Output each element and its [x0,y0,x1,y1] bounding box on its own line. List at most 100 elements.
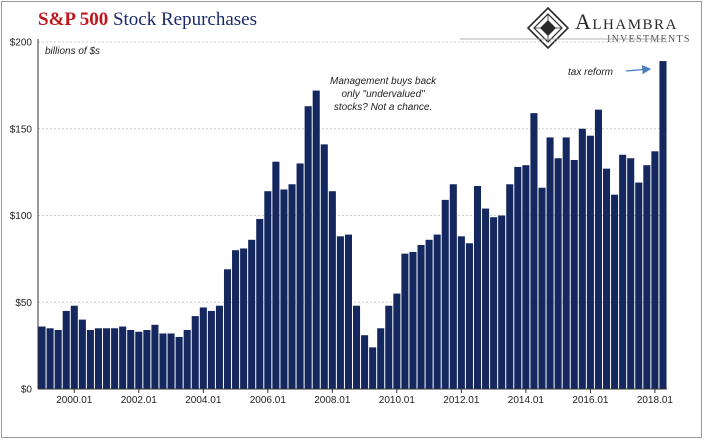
x-tick-label: 2000.01 [56,395,93,406]
bar [401,253,409,389]
bar [344,234,352,389]
x-tick-label: 2004.01 [185,395,222,406]
tax-reform-arrow-icon [625,65,652,75]
bar [449,184,457,389]
bar [369,347,377,389]
bar [280,189,288,389]
bar [207,310,215,389]
y-tick-label: $100 [10,211,33,222]
bar [119,326,127,389]
annotation-tax-reform-text: tax reform [568,67,614,78]
bar [530,113,538,389]
bar [46,328,54,389]
bar [506,184,514,389]
y-axis-unit-label: billions of $s [45,46,101,57]
bar [272,161,280,389]
bar [594,109,602,389]
bar [627,158,635,389]
bar [103,328,111,389]
bar [651,151,659,389]
bar [377,328,385,389]
bar [232,250,240,389]
bar [578,128,586,389]
bar [643,165,651,389]
bar [127,330,135,389]
y-tick-label: $200 [10,38,33,49]
bar [38,326,46,389]
bar [353,305,361,389]
bar [320,144,328,389]
bar [433,234,441,389]
bar [336,236,344,389]
bar [240,248,248,389]
annotation-buyback: Management buys back only "undervalued" … [330,75,436,114]
bar [514,166,522,389]
bar [70,305,78,389]
bar [78,319,86,389]
bar [264,191,272,389]
bar [417,244,425,389]
bar [425,239,433,389]
bar [490,217,498,389]
logo-subtitle: INVESTMENTS [607,34,691,45]
bar [54,330,62,389]
bar [183,330,191,389]
bar [143,330,151,389]
bar [288,184,296,389]
bar [473,186,482,389]
bar [167,333,175,389]
bar [361,335,369,389]
bar [393,293,401,389]
bar [151,324,159,389]
x-tick-label: 2018.01 [637,395,674,406]
bar [482,208,490,389]
bar [62,310,70,389]
x-tick-label: 2008.01 [314,395,351,406]
bar [94,328,103,389]
logo-name: Alhambra [575,9,678,34]
y-tick-label: $0 [21,385,33,396]
bar [409,251,417,389]
bar [111,328,119,389]
bar [659,61,667,390]
bar [304,106,312,389]
bar [296,163,304,389]
title-part1: S&P 500 [38,9,109,30]
bar [457,236,465,389]
bar [522,165,530,389]
annotation-buyback-line2: only "undervalued" [341,89,425,100]
bar [175,336,183,389]
bar [312,90,320,389]
bar [546,137,554,389]
x-tick-label: 2006.01 [250,395,287,406]
bar [441,199,449,389]
bar [215,305,223,389]
bar [635,182,643,389]
bar [602,168,611,389]
x-tick-label: 2010.01 [379,395,416,406]
bar [498,215,506,389]
x-tick-label: 2014.01 [508,395,545,406]
bar [611,194,619,389]
bar [586,135,594,389]
y-tick-label: $150 [10,124,33,135]
bar [619,154,627,389]
bar [86,330,94,389]
x-tick-label: 2002.01 [121,395,158,406]
bar [554,158,562,389]
annotation-tax-reform: tax reform [568,66,613,79]
bar [465,243,473,389]
y-tick-label: $50 [15,298,32,309]
bar [538,187,546,389]
title-part2: Stock Repurchases [112,9,258,30]
bar [570,159,578,389]
x-tick-label: 2012.01 [443,395,480,406]
bar [199,307,207,389]
bar [135,331,143,389]
annotation-buyback-line1: Management buys back [330,76,437,87]
bar [328,191,336,389]
bar [191,316,199,389]
x-tick-label: 2016.01 [572,395,609,406]
